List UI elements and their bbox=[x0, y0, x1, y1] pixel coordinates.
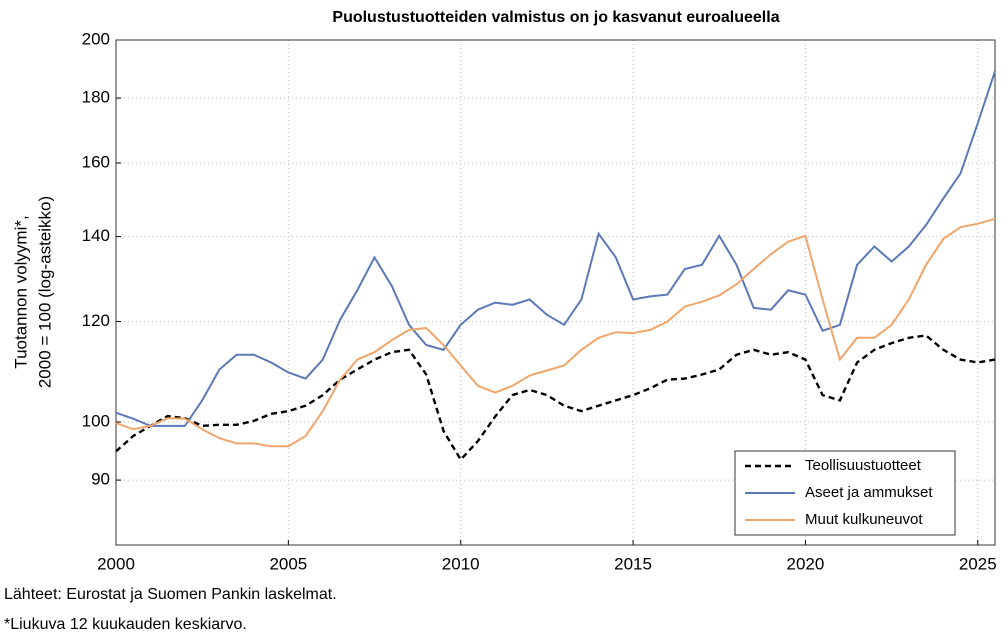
legend: Teollisuustuotteet Aseet ja ammukset Muut … bbox=[734, 450, 956, 536]
y-axis-label: Tuotannon volyymi*, bbox=[11, 215, 30, 368]
y-tick-label: 200 bbox=[82, 29, 110, 48]
x-tick-label: 2015 bbox=[614, 554, 652, 573]
y-axis-label: 2000 = 100 (log-asteikko) bbox=[35, 196, 54, 388]
chart-title: Puolustustuotteiden valmistus on jo kasv… bbox=[332, 9, 779, 26]
legend-label: Aseet ja ammukset bbox=[805, 484, 933, 501]
series-line bbox=[115, 334, 996, 462]
x-tick-label: 2025 bbox=[959, 554, 997, 573]
y-tick-label: 120 bbox=[82, 311, 110, 330]
y-tick-label: 140 bbox=[82, 226, 110, 245]
x-tick-label: 2020 bbox=[786, 554, 824, 573]
series-line bbox=[115, 217, 996, 448]
x-tick-label: 2005 bbox=[269, 554, 307, 573]
y-tick-label: 160 bbox=[82, 152, 110, 171]
y-tick-label: 90 bbox=[91, 470, 110, 489]
plot-frame bbox=[115, 39, 996, 546]
legend-label: Teollisuustuotteet bbox=[805, 457, 922, 474]
y-tick-label: 100 bbox=[82, 412, 110, 431]
series-line bbox=[115, 70, 996, 427]
source-note: Lähteet: Eurostat ja Suomen Pankin laske… bbox=[4, 586, 337, 603]
x-tick-label: 2000 bbox=[97, 554, 135, 573]
footnote: *Liukuva 12 kuukauden keskiarvo. bbox=[4, 616, 247, 633]
x-tick-label: 2010 bbox=[442, 554, 480, 573]
y-tick-label: 180 bbox=[82, 88, 110, 107]
legend-label: Muut kulkuneuvot bbox=[805, 511, 923, 528]
